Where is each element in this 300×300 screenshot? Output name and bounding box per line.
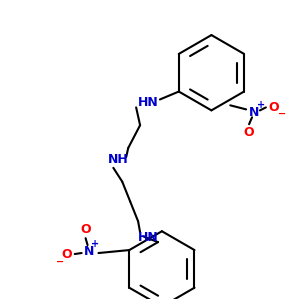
Text: −: − xyxy=(278,109,286,119)
Text: +: + xyxy=(92,239,100,249)
Text: −: − xyxy=(56,257,64,267)
Text: O: O xyxy=(80,223,91,236)
Text: N: N xyxy=(249,106,259,119)
Text: HN: HN xyxy=(138,96,158,109)
Text: O: O xyxy=(61,248,72,260)
Text: +: + xyxy=(257,100,265,110)
Text: N: N xyxy=(83,244,94,258)
Text: O: O xyxy=(244,126,254,139)
Text: NH: NH xyxy=(108,153,129,167)
Text: O: O xyxy=(268,101,279,114)
Text: HN: HN xyxy=(138,231,158,244)
